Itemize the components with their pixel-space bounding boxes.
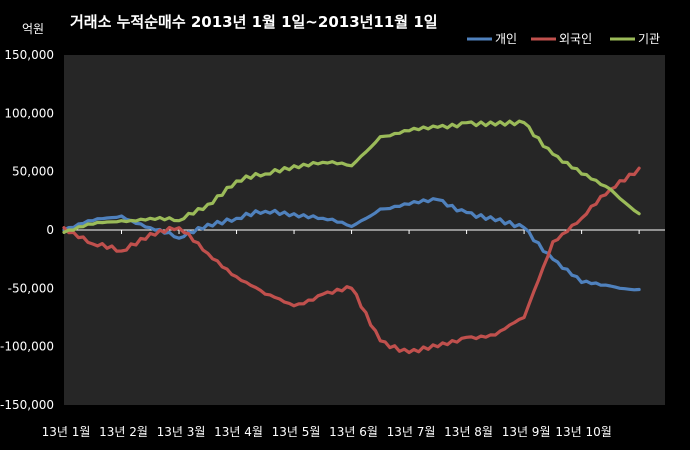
legend: 개인 외국인 기관 xyxy=(467,32,660,46)
series-lines xyxy=(62,119,641,355)
x-tick-label: 13년 10월 xyxy=(555,425,611,439)
x-tick-label: 13년 7월 xyxy=(387,425,436,439)
y-tick-label: -150,000 xyxy=(0,398,54,412)
y-axis-unit: 억원 xyxy=(22,22,44,36)
legend-entry: 기관 xyxy=(638,32,660,46)
y-tick-label: 100,000 xyxy=(4,106,54,120)
y-tick-label: 50,000 xyxy=(12,165,54,179)
x-tick-label: 13년 1월 xyxy=(42,425,91,439)
x-axis: 13년 1월 13년 2월 13년 3월 13년 4월 13년 5월 13년 6월 13년 … xyxy=(42,425,612,439)
y-tick-label: -50,000 xyxy=(8,281,54,295)
x-tick-label: 13년 5월 xyxy=(272,425,321,439)
series-line-기관 xyxy=(62,119,641,234)
x-tick-label: 13년 3월 xyxy=(157,425,206,439)
y-tick-label: 0 xyxy=(46,223,54,237)
chart-title: 거래소 누적순매수 2013년 1월 1일~2013년11월 1일 xyxy=(70,13,438,31)
legend-entry: 외국인 xyxy=(559,32,592,46)
x-tick-label: 13년 2월 xyxy=(99,425,148,439)
y-tick-label: -100,000 xyxy=(0,340,54,354)
legend-entry: 개인 xyxy=(495,32,517,46)
x-tick-label: 13년 9월 xyxy=(502,425,551,439)
y-tick-label: 150,000 xyxy=(4,48,54,62)
y-axis: 150,000 100,000 50,000 0 -50,000 -100,000 -150… xyxy=(0,48,665,412)
series-line-외국인 xyxy=(62,166,641,355)
x-tick-label: 13년 4월 xyxy=(214,425,263,439)
x-tick-label: 13년 8월 xyxy=(444,425,493,439)
x-tick-label: 13년 6월 xyxy=(329,425,378,439)
